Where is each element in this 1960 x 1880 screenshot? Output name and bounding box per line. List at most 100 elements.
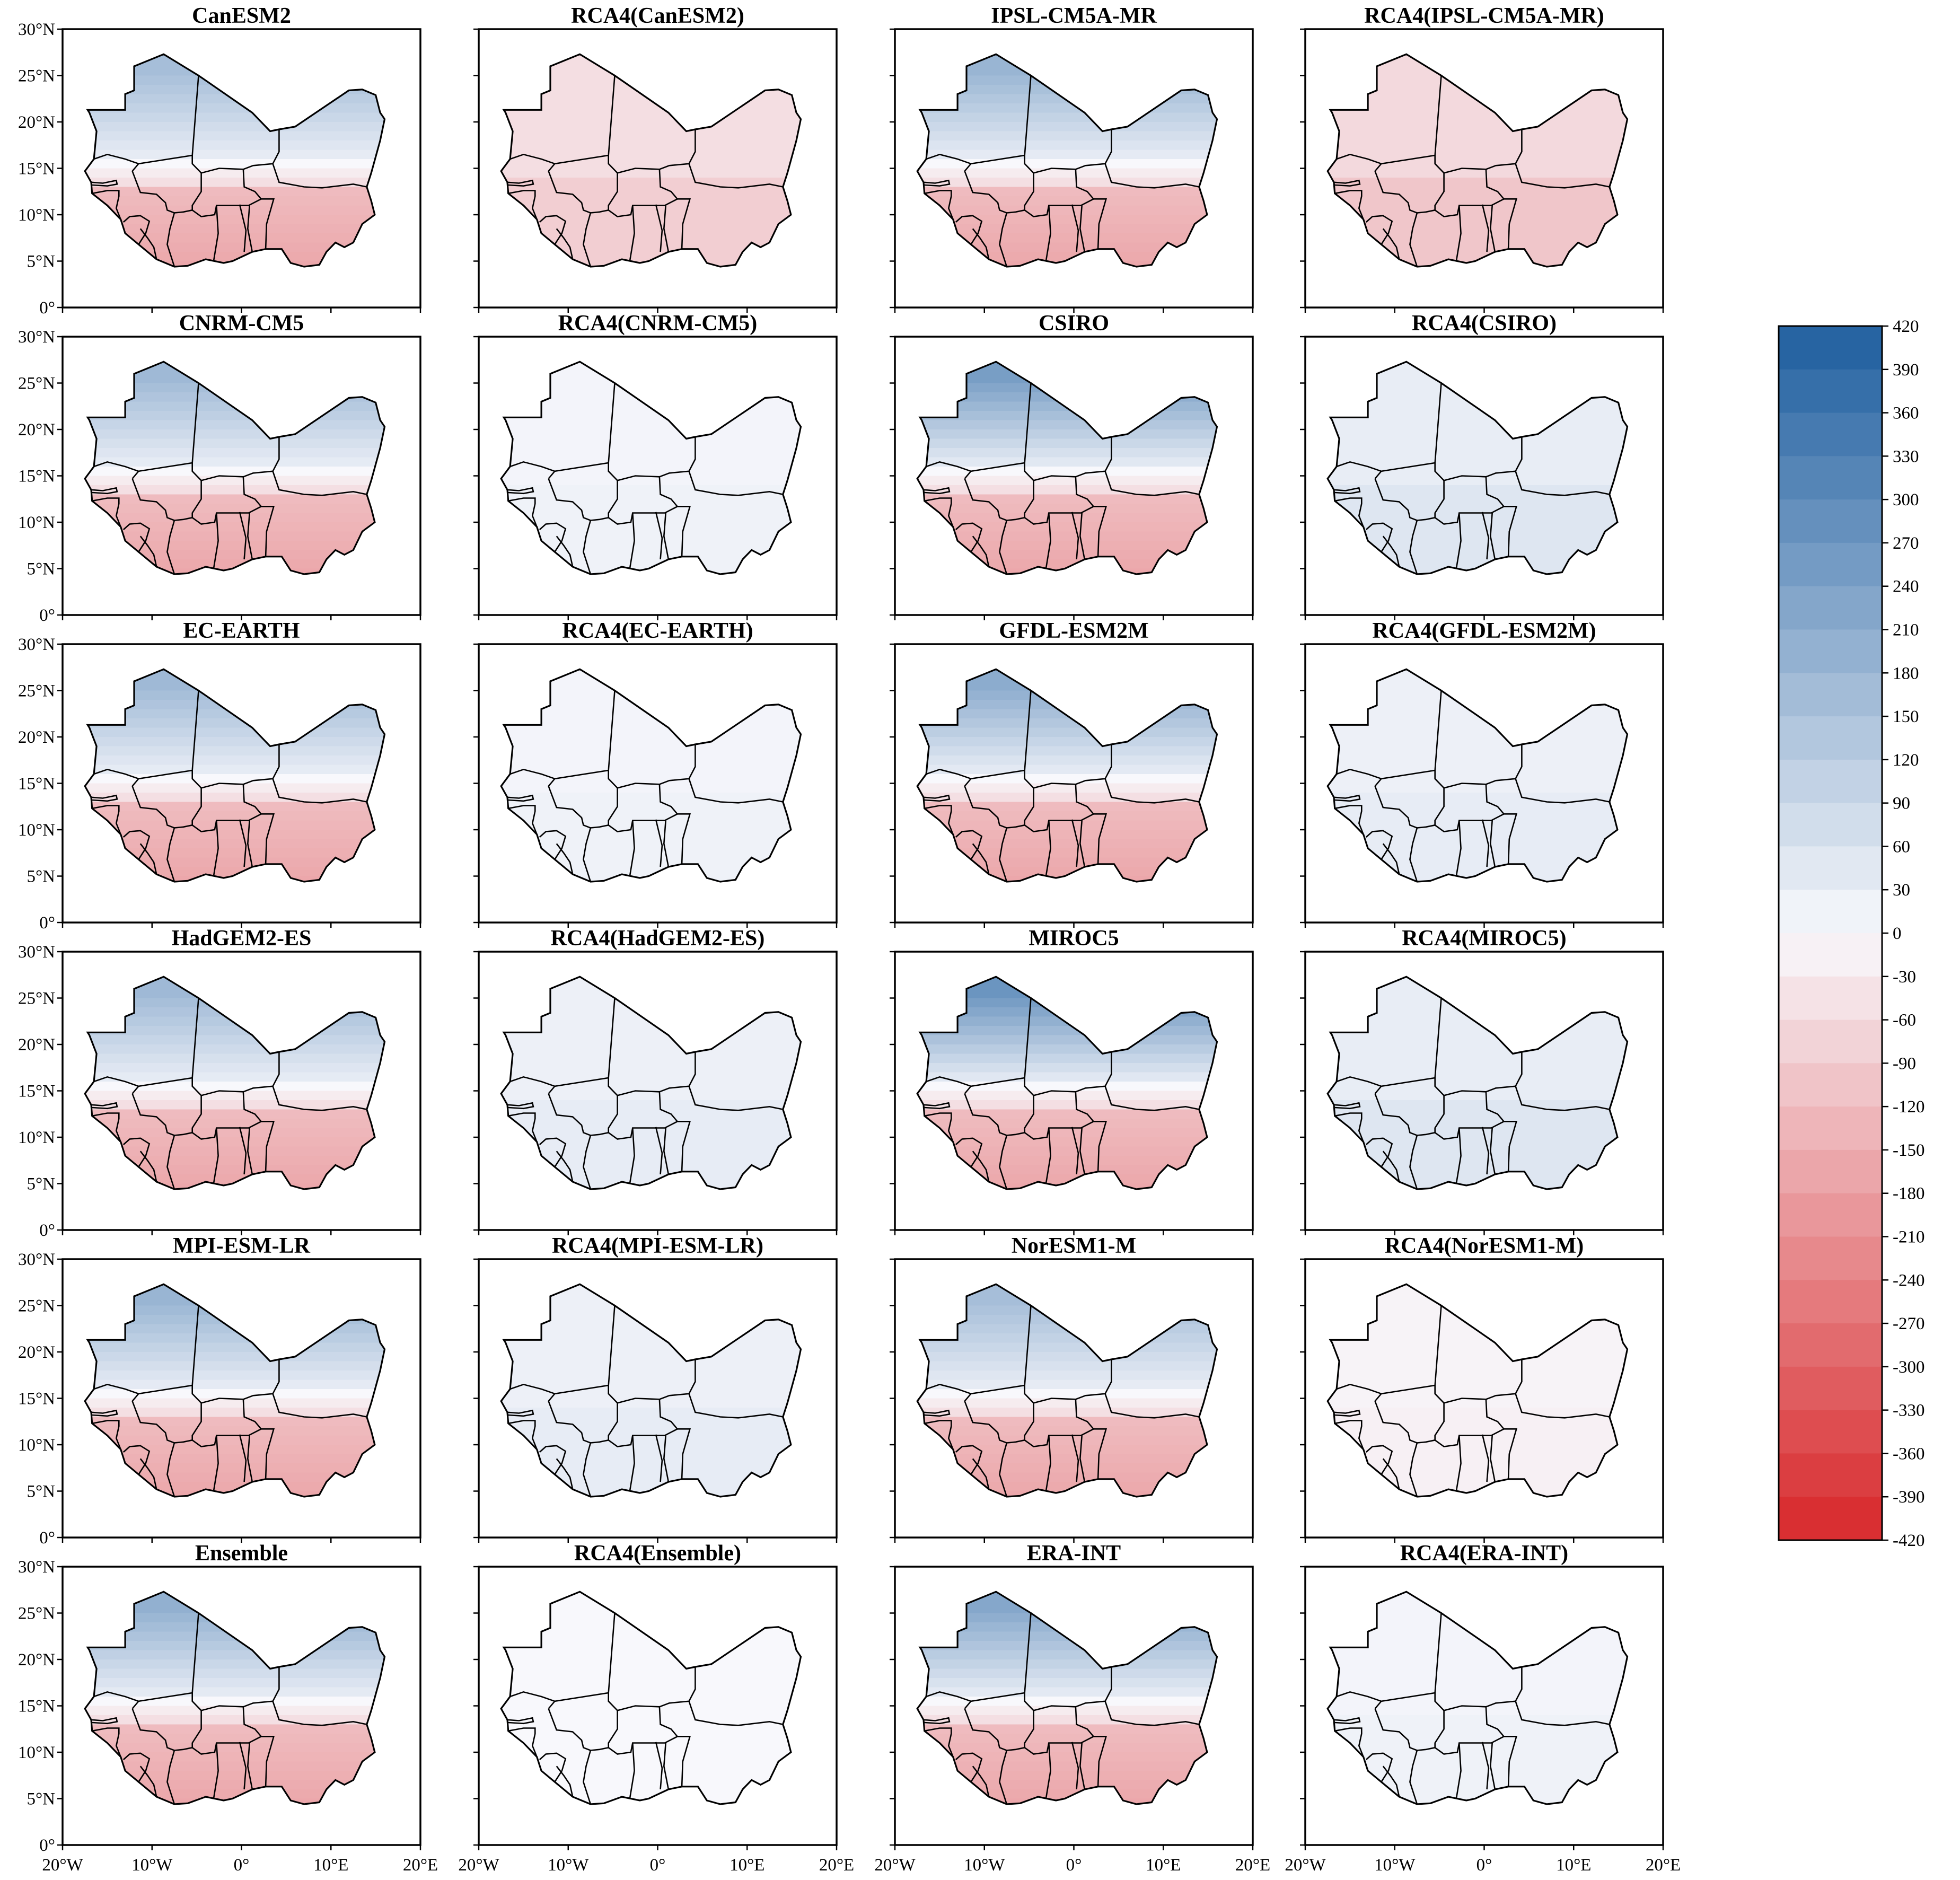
colorbar-tick-label: -300 [1893, 1358, 1925, 1377]
bias-band [917, 438, 1217, 449]
bias-band [501, 448, 801, 458]
bias-band [501, 140, 801, 151]
bias-band [917, 1724, 1217, 1734]
lat-tick-label: 30°N [18, 328, 55, 347]
bias-band [1328, 392, 1628, 402]
lat-tick-label: 20°N [18, 728, 55, 747]
country-border [1045, 1435, 1051, 1491]
country-border [1079, 1435, 1086, 1482]
bias-band [1328, 1361, 1628, 1371]
bias-band [501, 57, 801, 67]
bias-band [1328, 1146, 1628, 1156]
bias-band [1328, 1371, 1628, 1381]
bias-band [917, 857, 1217, 867]
bias-band [479, 289, 837, 298]
bias-band [501, 1463, 801, 1473]
country-border [507, 1102, 534, 1110]
country-border [1071, 512, 1079, 560]
country-border [92, 1727, 121, 1758]
country-border [1045, 1743, 1051, 1798]
bias-band [1328, 1380, 1628, 1390]
lon-tick-label: 10°E [729, 1856, 764, 1875]
lat-tick-label: 30°N [18, 635, 55, 654]
country-border [1093, 198, 1108, 249]
bias-band [917, 1091, 1217, 1101]
bias-band [85, 485, 385, 495]
country-border [923, 1102, 951, 1110]
country-border [1382, 228, 1400, 260]
bias-band [63, 1259, 420, 1269]
country-border [1071, 1127, 1079, 1175]
bias-band [1305, 270, 1663, 280]
country-border [663, 820, 670, 867]
bias-band [85, 876, 385, 882]
bias-band [1328, 1426, 1628, 1436]
bias-band [917, 867, 1217, 877]
bias-band [501, 1650, 801, 1660]
bias-band [501, 1361, 801, 1371]
colorbar-tick-label: -150 [1893, 1141, 1925, 1160]
panel-title: CNRM-CM5 [179, 311, 304, 336]
country-border [556, 1458, 574, 1490]
country-border [239, 1742, 247, 1790]
country-border [1365, 215, 1393, 245]
country-border [1515, 163, 1610, 189]
bias-band [895, 1567, 1253, 1576]
bias-band [1328, 1100, 1628, 1110]
bias-band [63, 885, 420, 895]
bias-band [85, 727, 385, 737]
country-border [1374, 1613, 1442, 1709]
bias-band [1305, 606, 1663, 616]
coastline [1326, 361, 1629, 575]
bias-band [1328, 1650, 1628, 1660]
bias-band [917, 178, 1217, 188]
bias-band [501, 1324, 801, 1334]
bias-band [85, 233, 385, 243]
bias-band [917, 1408, 1217, 1418]
lat-tick-label: 10°N [18, 513, 55, 532]
bias-band [501, 513, 801, 523]
lat-tick-label: 20°N [18, 1650, 55, 1670]
country-border [507, 794, 534, 802]
country-border [1336, 153, 1382, 165]
country-border [213, 1128, 219, 1183]
bias-band [917, 1706, 1217, 1716]
panel-title: RCA4(CSIRO) [1412, 311, 1557, 336]
bias-band [1328, 429, 1628, 440]
country-border [1374, 478, 1418, 575]
country-border [955, 1137, 983, 1167]
lat-tick-label: 5°N [27, 867, 55, 886]
country-border [1079, 205, 1086, 252]
country-border [1489, 1435, 1496, 1482]
map-panel: RCA4(ERA-INT) 20°W 10°W 0° 10°E 20°E [1285, 1541, 1681, 1875]
bias-band [1328, 1035, 1628, 1045]
bias-band [501, 876, 801, 882]
panel-title: HadGEM2-ES [172, 926, 312, 951]
bias-band [1328, 54, 1628, 58]
country-border [972, 843, 990, 875]
bias-band [501, 504, 801, 514]
bias-band [917, 709, 1217, 719]
bias-band [85, 1361, 385, 1371]
country-border [131, 1613, 199, 1709]
bias-band [1305, 644, 1663, 654]
country-border [955, 215, 983, 245]
lat-tick-label: 25°N [18, 1297, 55, 1316]
lat-tick-label: 15°N [18, 467, 55, 486]
bias-band [501, 1771, 801, 1781]
bias-band [85, 977, 385, 980]
bias-band [917, 1128, 1217, 1138]
country-border [131, 1708, 175, 1805]
bias-band [895, 337, 1253, 346]
bias-band [895, 1519, 1253, 1528]
lon-tick-label: 0° [650, 1856, 666, 1875]
map-panel: CNRM-CM5 0° 5°N 10°N 15°N 20°N 25°N 30°N [18, 311, 421, 625]
bias-band [85, 541, 385, 551]
country-border [1079, 820, 1086, 867]
country-border [131, 998, 199, 1094]
panel-title: GFDL-ESM2M [999, 619, 1148, 643]
map-panel: RCA4(EC-EARTH) [473, 619, 838, 928]
bias-band [501, 977, 801, 980]
bias-band [85, 1082, 385, 1092]
bias-band [501, 383, 801, 393]
